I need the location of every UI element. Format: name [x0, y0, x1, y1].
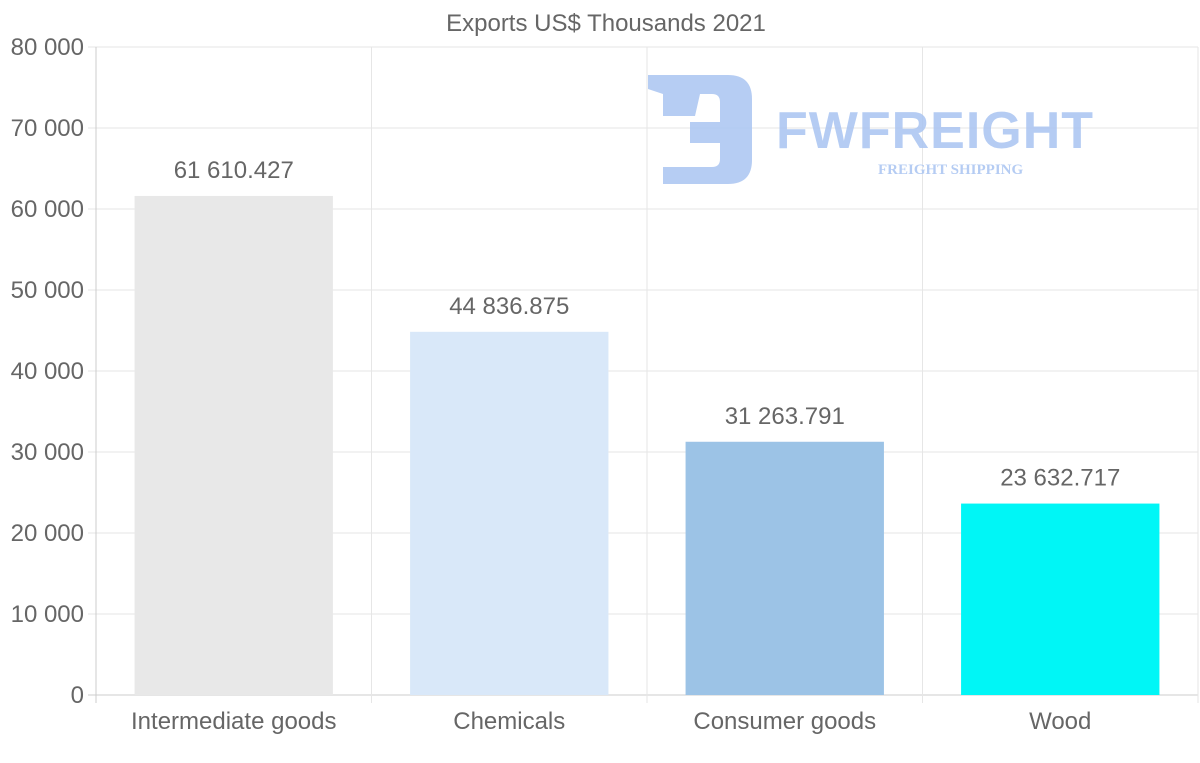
watermark-name: FWFREIGHT [776, 102, 1094, 160]
y-tick-label: 30 000 [11, 439, 84, 466]
x-tick-label: Intermediate goods [131, 708, 336, 735]
bar-chemicals [410, 331, 609, 695]
x-tick-label: Wood [1029, 708, 1091, 735]
bar-intermediate-goods [134, 195, 333, 695]
y-tick-label: 50 000 [11, 277, 84, 304]
data-label: 23 632.717 [1000, 465, 1120, 492]
watermark-tagline: FREIGHT SHIPPING [878, 162, 1023, 178]
bar-wood [961, 503, 1160, 695]
data-label: 31 263.791 [725, 403, 845, 430]
y-tick-label: 60 000 [11, 196, 84, 223]
y-tick-label: 10 000 [11, 601, 84, 628]
data-label: 61 610.427 [174, 157, 294, 184]
labels: 61 610.427 Intermediate goods 44 836.875 Ch… [131, 157, 1120, 735]
data-label: 44 836.875 [449, 293, 569, 320]
bar-consumer-goods [685, 441, 884, 695]
x-tick-label: Consumer goods [693, 708, 876, 735]
y-tick-label: 20 000 [11, 520, 84, 547]
y-tick-label: 40 000 [11, 358, 84, 385]
y-tick-label: 0 [71, 682, 84, 709]
chart-title: Exports US$ Thousands 2021 [446, 10, 766, 37]
y-tick-label: 80 000 [11, 34, 84, 61]
fwfreight-watermark: FWFREIGHT FREIGHT SHIPPING [648, 75, 1094, 184]
x-tick-label: Chemicals [453, 708, 565, 735]
bars [134, 195, 1160, 695]
axes: 0 10 000 20 000 30 000 40 000 50 000 60 000 70 … [11, 34, 84, 709]
fwfreight-logo-icon [648, 75, 752, 184]
y-tick-label: 70 000 [11, 115, 84, 142]
